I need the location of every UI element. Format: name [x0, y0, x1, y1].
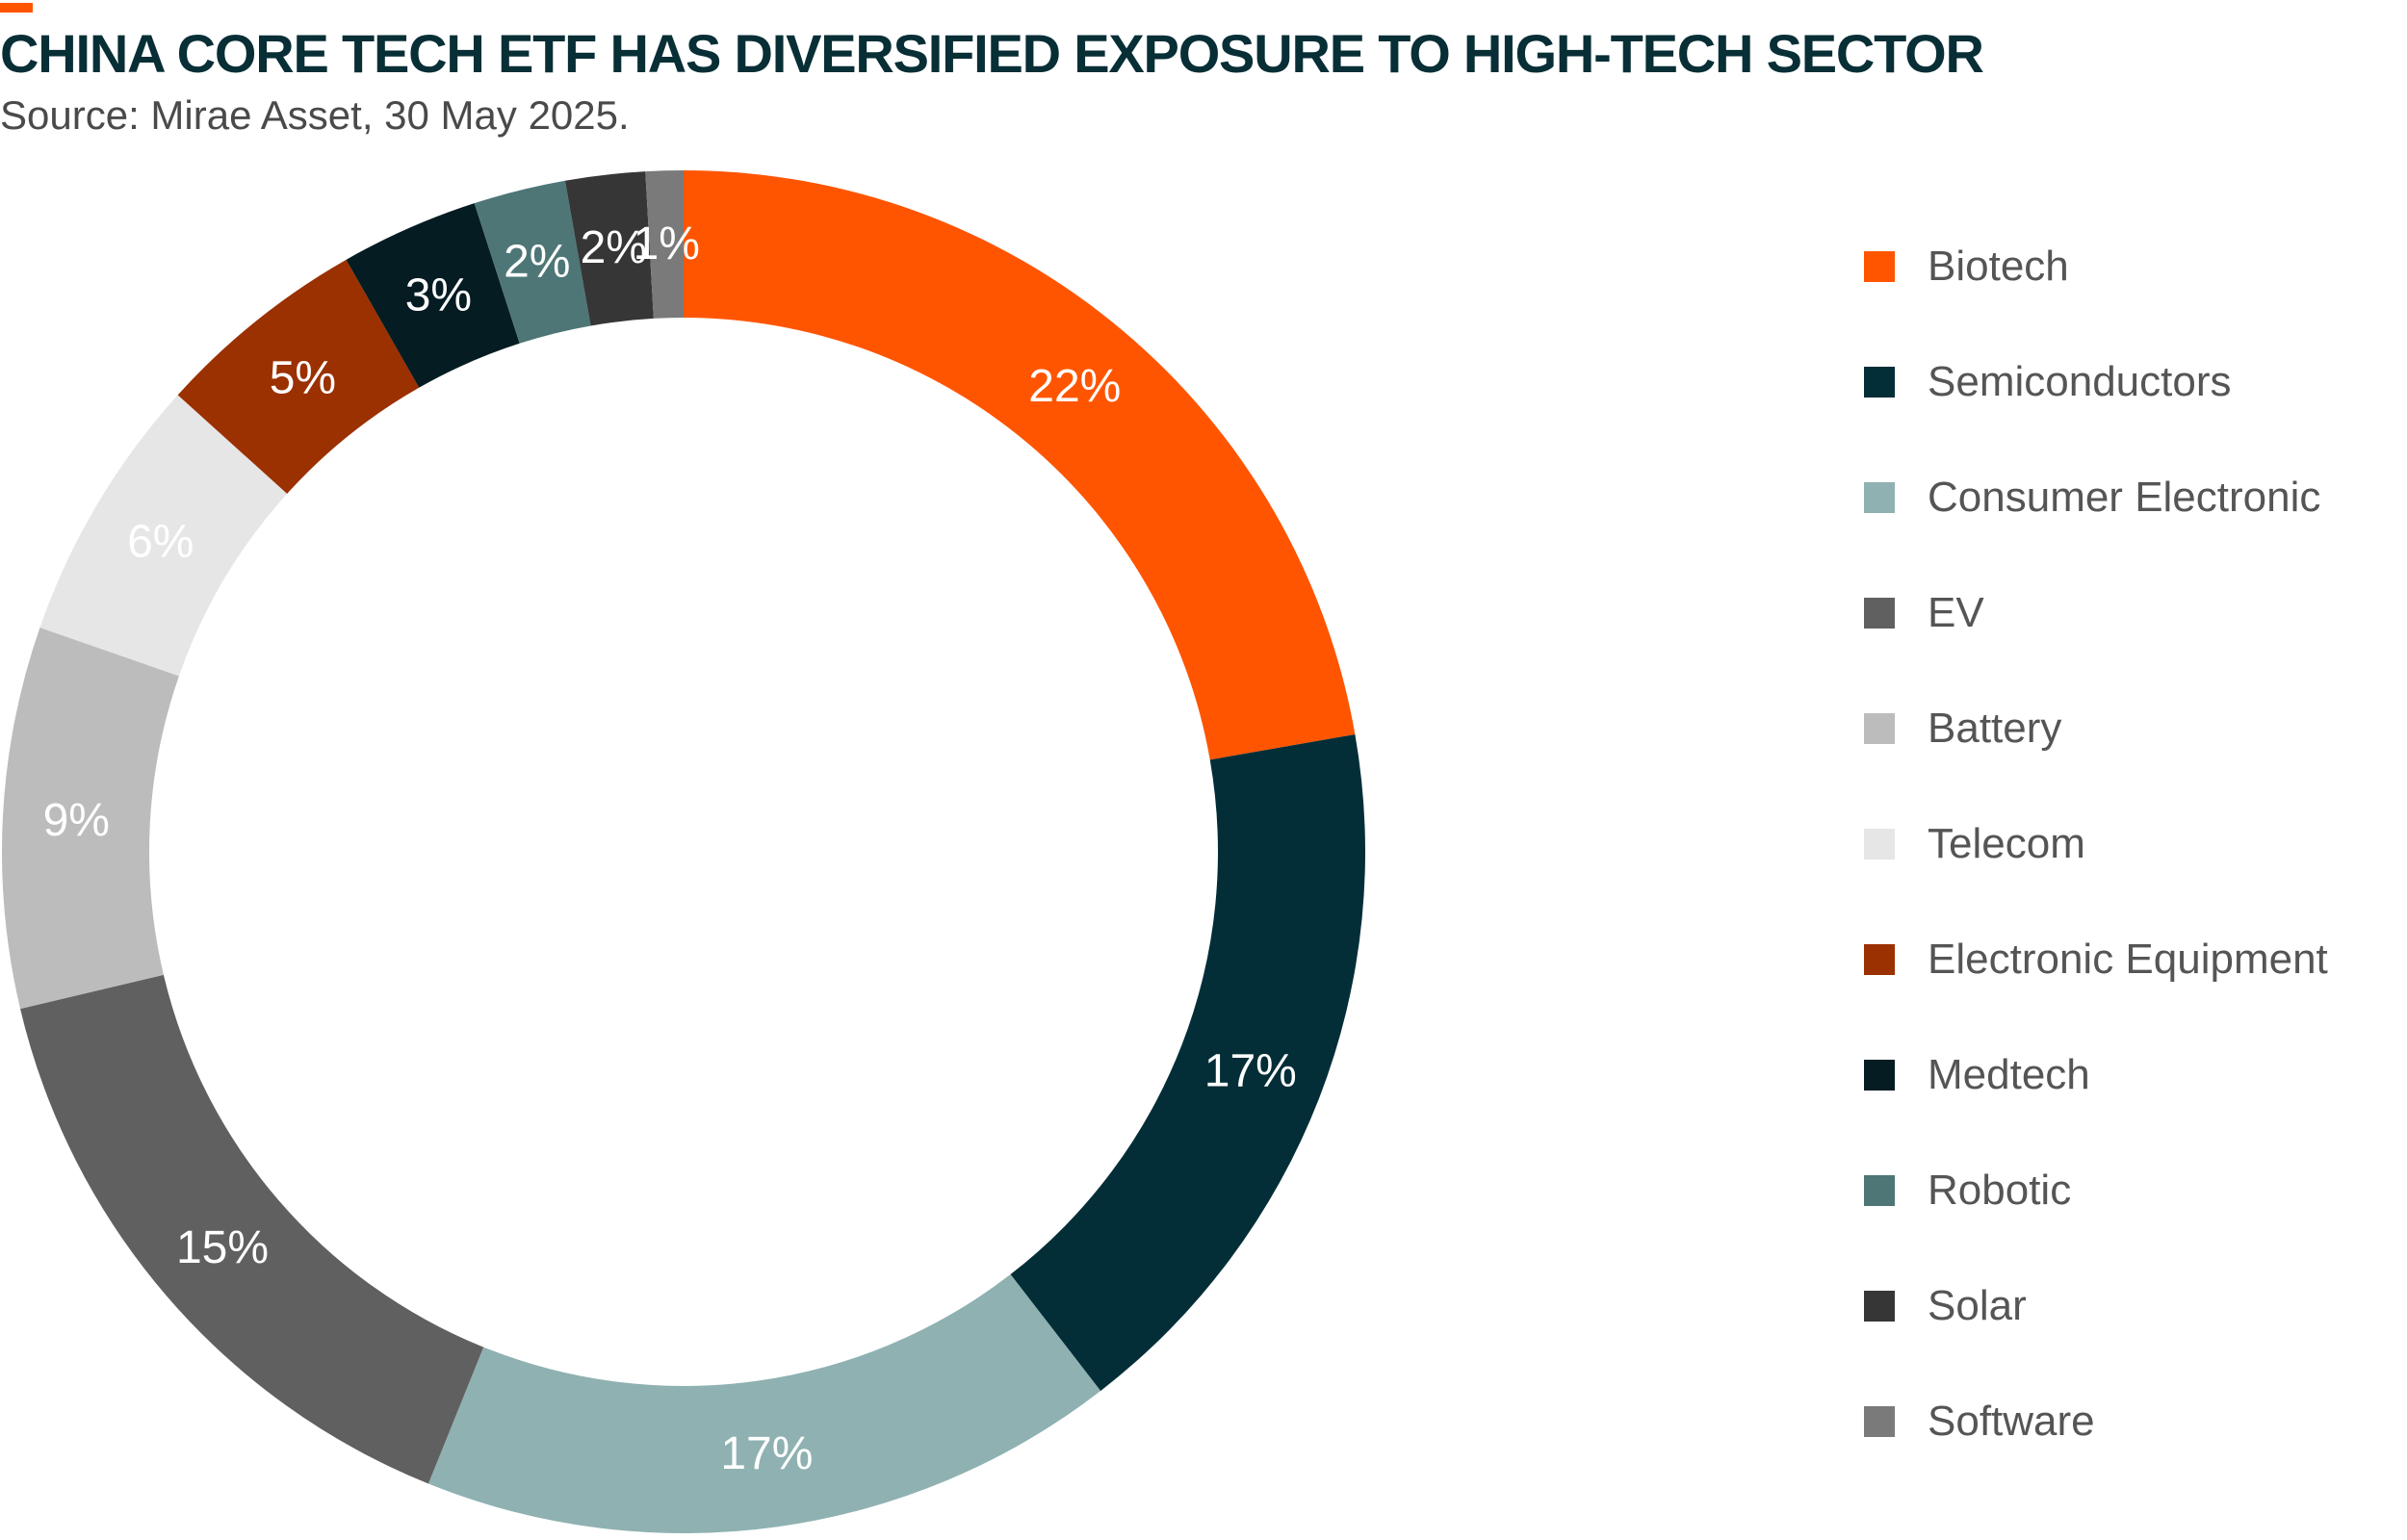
slice-label-electronic-equipment: 5%: [270, 352, 336, 403]
title-accent-bar: [0, 3, 33, 13]
legend-label: Telecom: [1928, 820, 2085, 867]
legend-label: Medtech: [1928, 1051, 2090, 1098]
legend-label: Solar: [1928, 1282, 2027, 1329]
slice-label-semiconductors: 17%: [1204, 1046, 1297, 1097]
chart-source: Source: Mirae Asset, 30 May 2025.: [0, 92, 630, 138]
legend-swatch: [1864, 944, 1895, 975]
legend-label: Electronic Equipment: [1928, 936, 2328, 983]
donut-chart: 22%17%17%15%9%6%5%3%2% 2%1%: [1, 170, 1365, 1534]
slice-ev: [20, 974, 484, 1484]
slice-biotech: [684, 170, 1356, 760]
legend-label: Semiconductors: [1928, 358, 2232, 405]
legend-swatch: [1864, 598, 1895, 629]
legend-swatch: [1864, 1060, 1895, 1091]
legend-swatch: [1864, 1291, 1895, 1322]
slice-label-solar: 2%: [581, 222, 647, 273]
legend-swatch: [1864, 482, 1895, 513]
slice-battery: [1, 627, 179, 1010]
donut-slices: [1, 170, 1365, 1534]
slice-electronic-equipment: [177, 259, 420, 494]
slice-label-battery: 9%: [43, 795, 110, 846]
slice-medtech: [346, 203, 520, 388]
slice-label-robotic: 2%: [504, 237, 570, 288]
chart-title: CHINA CORE TECH ETF HAS DIVERSIFIED EXPO…: [0, 23, 1984, 84]
slice-label-telecom: 6%: [127, 517, 194, 568]
slice-telecom: [39, 395, 288, 677]
donut-slice-labels: 22%17%17%15%9%6%5%3%2% 2%1%: [43, 218, 1297, 1479]
legend-label: Biotech: [1928, 243, 2069, 290]
slice-robotic: [474, 180, 591, 344]
slice-semiconductors: [1010, 734, 1365, 1392]
slice-label-biotech: 22%: [1028, 361, 1121, 412]
legend-label: Consumer Electronic: [1928, 474, 2321, 521]
slice-label-ev: 15%: [176, 1222, 269, 1273]
legend-label: Software: [1928, 1398, 2095, 1445]
legend-swatch: [1864, 1406, 1895, 1437]
slice-solar: [564, 171, 654, 326]
legend-swatch: [1864, 251, 1895, 282]
slice-label-consumer-electronic: 17%: [720, 1428, 813, 1479]
slice-consumer-electronic: [427, 1274, 1101, 1534]
legend-label: EV: [1928, 589, 1984, 636]
slice-label-medtech: 3%: [405, 270, 472, 321]
legend-swatch: [1864, 713, 1895, 744]
slice-software: [645, 170, 684, 319]
slice-label-software: 1%: [634, 218, 700, 270]
legend-label: Robotic: [1928, 1167, 2072, 1214]
legend-label: Battery: [1928, 705, 2062, 752]
legend-swatch: [1864, 367, 1895, 398]
legend-swatch: [1864, 829, 1895, 860]
legend-swatch: [1864, 1175, 1895, 1206]
